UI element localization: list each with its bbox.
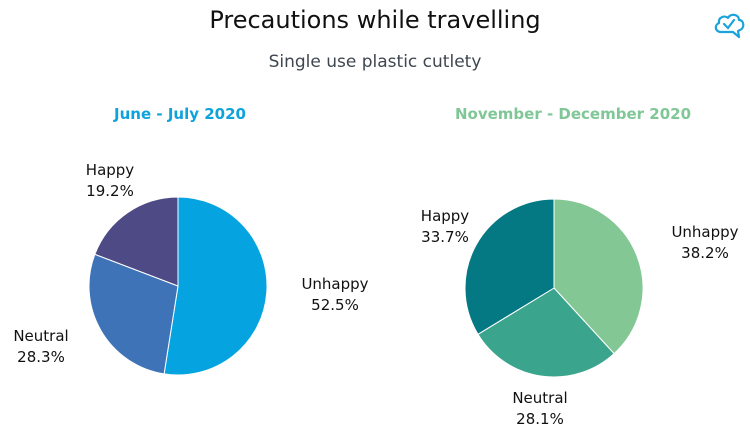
slice-value: 38.2% [681,244,729,262]
slice-label: Happy [420,207,470,225]
chart-1-label-neutral: Neutral 28.3% [0,326,82,368]
slice-label: Happy [85,161,135,179]
page-title: Precautions while travelling [209,6,541,34]
slice-label: Unhappy [301,275,369,293]
page-subtitle: Single use plastic cutlety [268,52,482,72]
slice-value: 19.2% [86,182,134,200]
chart-2-label-happy: Happy 33.7% [405,206,485,248]
slice-label: Neutral [512,389,568,407]
slice-value: 33.7% [421,228,469,246]
chart-1-slice-happy [94,196,179,287]
chart-1-label-unhappy: Unhappy 52.5% [290,274,380,316]
chart-1-slice-unhappy [163,196,268,376]
chart-2-slice-happy [464,198,555,335]
cloud-check-icon [714,13,745,39]
slice-label: Unhappy [671,223,739,241]
chart-2-title: November - December 2020 [454,105,691,123]
chart-1-label-happy: Happy 19.2% [70,160,150,202]
chart-2-label-unhappy: Unhappy 38.2% [660,222,750,264]
slice-label: Neutral [13,327,69,345]
slice-value: 52.5% [311,296,359,314]
slice-value: 28.3% [17,348,65,366]
chart-2-slice-neutral [477,287,615,378]
chart-1-slice-neutral [88,253,179,375]
chart-2-label-neutral: Neutral 28.1% [495,388,585,430]
slice-value: 28.1% [516,410,564,428]
chart-2-slice-unhappy [553,198,644,355]
chart-1-title: June - July 2020 [114,105,246,123]
